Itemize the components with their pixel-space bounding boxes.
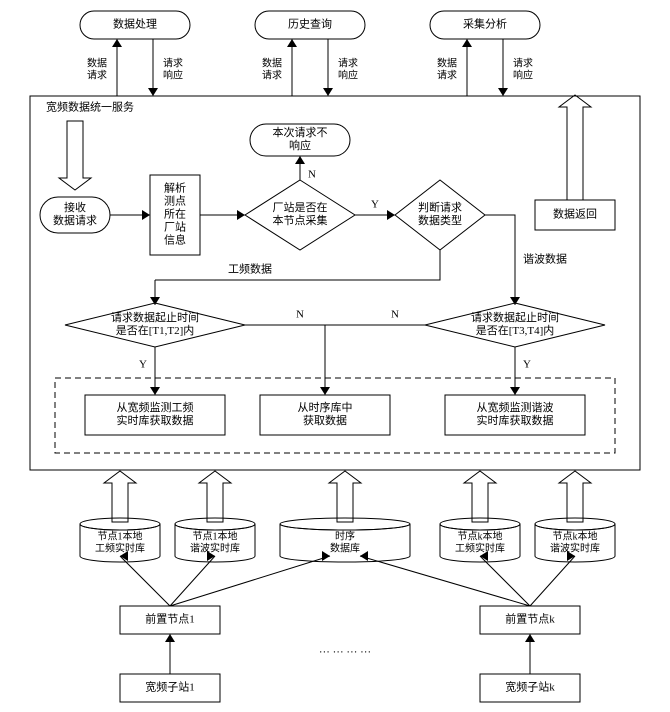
- db-4: 节点k本地: [553, 529, 598, 542]
- arrowhead: [165, 634, 175, 642]
- arrowhead: [295, 156, 305, 164]
- db-3: 节点k本地: [458, 529, 503, 542]
- arrowhead: [498, 88, 508, 96]
- no-response-node: 本次请求不: [273, 125, 328, 139]
- front-node-1: 前置节点k: [505, 612, 555, 626]
- arrowhead: [148, 88, 158, 96]
- db-0: 工频实时库: [95, 541, 145, 554]
- arrowhead: [112, 39, 122, 47]
- parse-node: 所在: [164, 208, 186, 221]
- sub-station-0: 宽频子站1: [145, 680, 195, 694]
- top-service-2: 采集分析: [463, 17, 507, 31]
- unified-service-title: 宽频数据统一服务: [46, 100, 134, 114]
- type-check-diamond: 数据类型: [418, 213, 462, 227]
- gongpin-label: 工频数据: [228, 262, 272, 276]
- return-block-arrow: [559, 95, 591, 200]
- data-return-node: 数据返回: [553, 207, 597, 221]
- parse-node: 测点: [164, 195, 186, 208]
- xiebo-label: 谐波数据: [523, 252, 567, 266]
- label: 请求: [163, 56, 183, 69]
- db-2: 时序: [335, 529, 355, 542]
- label: 请求: [513, 56, 533, 69]
- label: 数据: [437, 56, 457, 69]
- fetch-gongpin: 从宽频监测工频: [117, 400, 194, 414]
- time-check-left: 是否在[T1,T2]内: [116, 323, 195, 337]
- fetch-gongpin: 实时库获取数据: [117, 413, 194, 427]
- arrowhead: [237, 210, 245, 220]
- fetch-shixu: 获取数据: [303, 413, 347, 427]
- arrowhead: [510, 387, 520, 395]
- connector: [245, 325, 325, 395]
- db-1: 节点1本地: [193, 529, 238, 542]
- connector: [485, 215, 515, 305]
- db-4: 谐波实时库: [550, 541, 600, 554]
- front-node-0: 前置节点1: [145, 612, 195, 626]
- label-y: Y: [139, 359, 147, 371]
- arrowhead: [150, 387, 160, 395]
- fetch-xiebo: 实时库获取数据: [477, 413, 554, 427]
- no-response-node: 响应: [289, 138, 311, 152]
- label-n: N: [391, 309, 399, 321]
- label: 请求: [437, 68, 457, 81]
- db-arrow-0: [104, 471, 136, 522]
- arrowhead: [320, 387, 330, 395]
- label: 响应: [513, 68, 533, 81]
- label: 数据: [87, 56, 107, 69]
- label-y: Y: [523, 359, 531, 371]
- top-service-0: 数据处理: [113, 17, 157, 31]
- label: 数据: [262, 56, 282, 69]
- label-n: N: [296, 309, 304, 321]
- time-check-right: 请求数据起止时间: [471, 310, 559, 324]
- parse-node: 厂站: [164, 220, 186, 234]
- connector: [530, 556, 575, 606]
- arrowhead: [287, 39, 297, 47]
- station-check-diamond: 厂站是否在: [273, 200, 328, 214]
- label-n: N: [308, 169, 316, 181]
- label: 响应: [338, 68, 358, 81]
- arrowhead: [323, 88, 333, 96]
- fetch-xiebo: 从宽频监测谐波: [477, 400, 554, 414]
- db-0: 节点1本地: [98, 529, 143, 542]
- parse-node: 解析: [164, 181, 186, 195]
- connector: [120, 556, 170, 606]
- ellipsis: … … … …: [319, 644, 371, 656]
- station-check-diamond: 本节点采集: [273, 213, 328, 227]
- db-1: 谐波实时库: [190, 541, 240, 554]
- parse-node: 信息: [164, 233, 186, 247]
- db-arrow-4: [559, 471, 591, 522]
- connector: [170, 556, 330, 606]
- receive-node: 数据请求: [53, 213, 97, 227]
- db-arrow-2: [329, 471, 361, 522]
- label: 请求: [338, 56, 358, 69]
- db-arrow-3: [464, 471, 496, 522]
- db-2: 数据库: [330, 541, 360, 554]
- label-y: Y: [371, 199, 379, 211]
- entry-block-arrow: [59, 121, 91, 190]
- fetch-shixu: 从时序库中: [298, 400, 353, 414]
- arrowhead: [462, 39, 472, 47]
- arrowhead: [525, 634, 535, 642]
- time-check-left: 请求数据起止时间: [111, 310, 199, 324]
- type-check-diamond: 判断请求: [418, 200, 462, 214]
- label: 请求: [87, 68, 107, 81]
- label: 响应: [163, 68, 183, 81]
- top-service-1: 历史查询: [288, 17, 332, 31]
- arrowhead: [360, 551, 368, 561]
- receive-node: 接收: [64, 200, 86, 214]
- sub-station-1: 宽频子站k: [505, 680, 555, 694]
- arrowhead: [142, 210, 150, 220]
- label: 请求: [262, 68, 282, 81]
- time-check-right: 是否在[T3,T4]内: [476, 323, 555, 337]
- arrowhead: [387, 210, 395, 220]
- db-arrow-1: [199, 471, 231, 522]
- db-3: 工频实时库: [455, 541, 505, 554]
- arrowhead: [322, 551, 330, 561]
